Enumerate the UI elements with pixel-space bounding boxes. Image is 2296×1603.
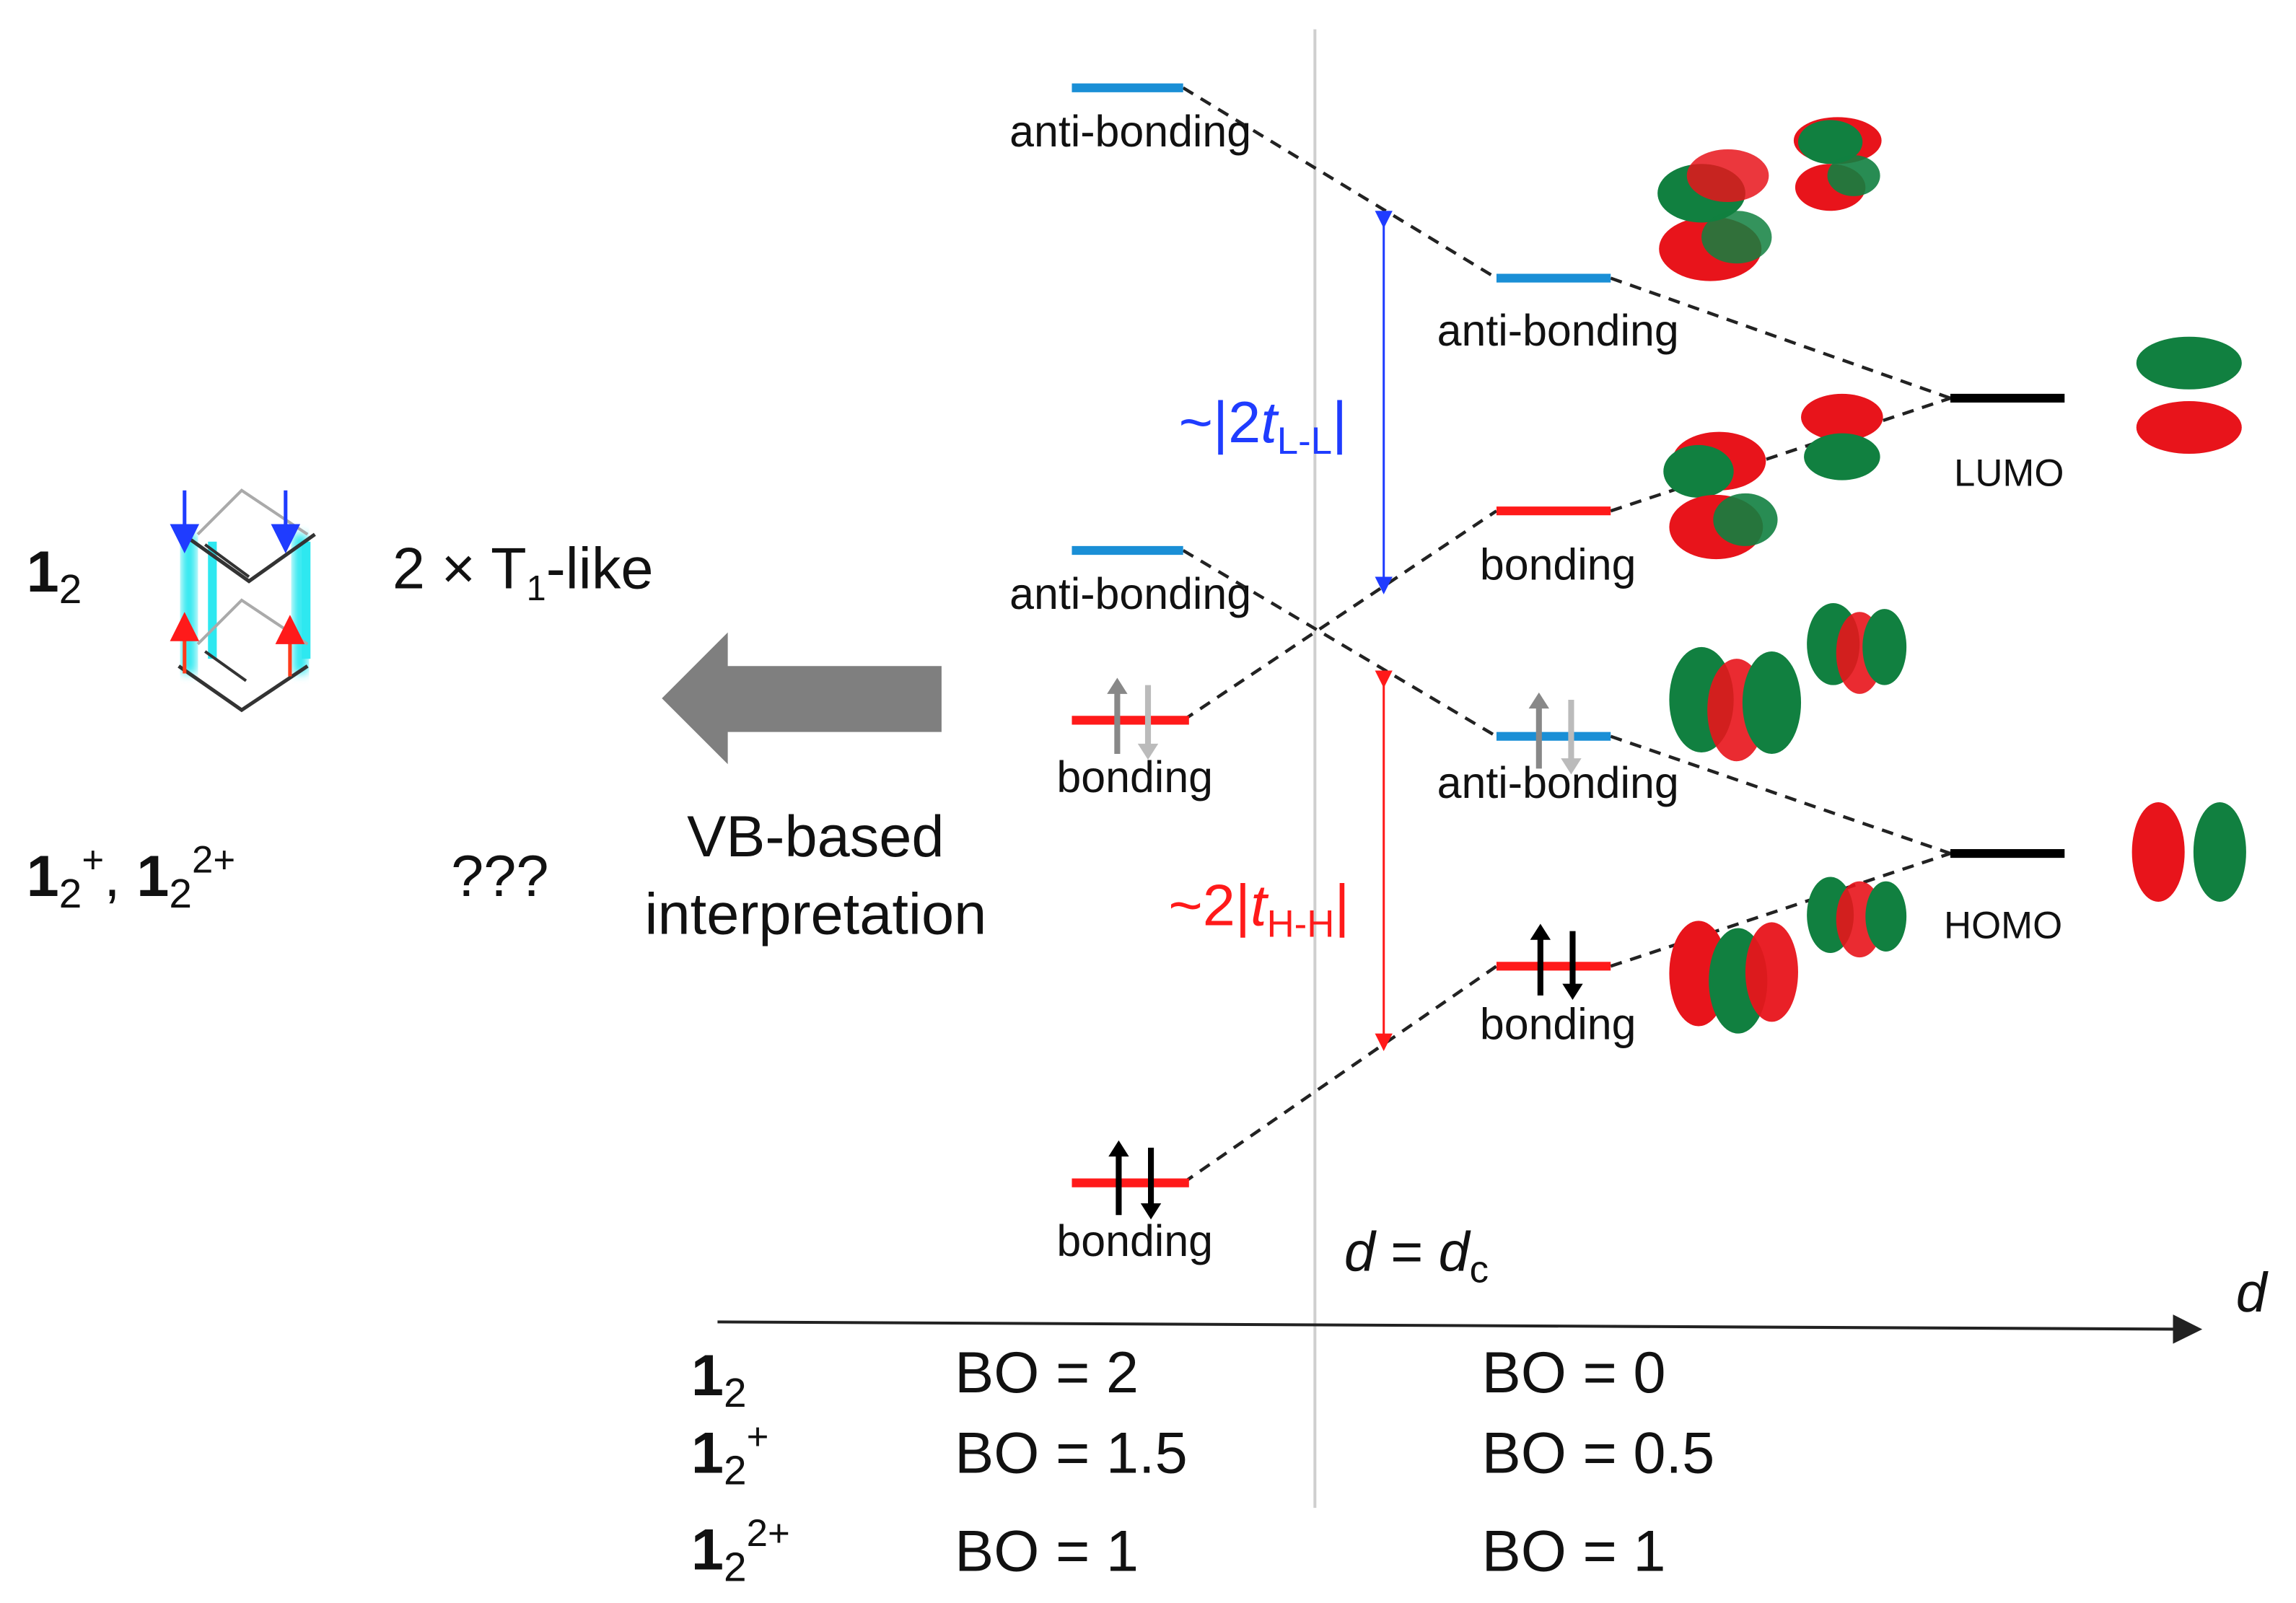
svg-text:anti-bonding: anti-bonding xyxy=(1009,107,1251,156)
lumo-splitting-arrow: ~|2tL-L| xyxy=(1179,211,1393,594)
svg-text:BO = 2: BO = 2 xyxy=(955,1340,1139,1405)
svg-text:BO = 1.5: BO = 1.5 xyxy=(955,1420,1188,1485)
bond-order-row: 12+ BO = 1.5 BO = 0.5 xyxy=(691,1415,1714,1494)
svg-text:bonding: bonding xyxy=(1056,752,1213,802)
svg-text:bonding: bonding xyxy=(1056,1216,1213,1265)
svg-text:~|2tL-L|: ~|2tL-L| xyxy=(1179,390,1348,462)
middle-level-bonding-2: bonding xyxy=(1480,923,1636,1049)
distance-axis xyxy=(717,1314,2203,1344)
middle-level-antibonding-2: anti-bonding xyxy=(1437,692,1679,807)
svg-text:12+: 12+ xyxy=(691,1415,769,1494)
svg-text:anti-bonding: anti-bonding xyxy=(1009,569,1251,618)
arrow-caption-line2: interpretation xyxy=(645,882,987,947)
homo-splitting-arrow: ~2|tH-H| xyxy=(1168,670,1393,1051)
svg-text:anti-bonding: anti-bonding xyxy=(1437,306,1679,355)
svg-text:12: 12 xyxy=(691,1343,747,1416)
arrow-caption-line1: VB-based xyxy=(687,804,944,869)
left-level-bonding-1: bonding xyxy=(1056,677,1213,802)
correlation-lines xyxy=(1182,86,1951,1185)
left-level-bonding-2: bonding xyxy=(1056,1140,1213,1265)
level-homo: HOMO xyxy=(1944,848,2065,947)
critical-distance-label: d = dc xyxy=(1344,1221,1489,1291)
svg-text:122+: 122+ xyxy=(691,1512,790,1591)
middle-level-antibonding-1: anti-bonding xyxy=(1437,273,1679,355)
middle-level-bonding-1: bonding xyxy=(1480,506,1636,589)
svg-text:LUMO: LUMO xyxy=(1954,452,2064,495)
bond-order-row: 12 BO = 2 BO = 0 xyxy=(691,1340,1666,1416)
orbital-lumo-image xyxy=(2136,336,2242,454)
svg-text:BO = 0.5: BO = 0.5 xyxy=(1482,1420,1715,1485)
svg-text:BO = 0: BO = 0 xyxy=(1482,1340,1666,1405)
svg-text:anti-bonding: anti-bonding xyxy=(1437,758,1679,807)
svg-text:bonding: bonding xyxy=(1480,540,1636,589)
svg-text:BO = 1: BO = 1 xyxy=(955,1519,1139,1584)
bond-order-row: 122+ BO = 1 BO = 1 xyxy=(691,1512,1666,1591)
orbital-homo-image xyxy=(2131,802,2246,902)
orbital-bonding-homo-image xyxy=(1669,877,1907,1034)
species-2-description: ??? xyxy=(451,844,548,909)
big-left-arrow-icon xyxy=(662,632,942,765)
species-1-label: 12 xyxy=(27,540,82,612)
orbital-antibonding-lumo-image xyxy=(1657,117,1882,281)
axis-label: d xyxy=(2236,1262,2269,1324)
species-1-description: 2 × T1-like xyxy=(393,537,654,608)
species-2-label: 12+, 122+ xyxy=(27,838,236,917)
orbital-antibonding-homo-image xyxy=(1669,603,1907,762)
level-lumo: LUMO xyxy=(1950,393,2065,495)
svg-text:~2|tH-H|: ~2|tH-H| xyxy=(1168,873,1349,945)
svg-text:HOMO: HOMO xyxy=(1944,905,2062,947)
left-level-antibonding-2: anti-bonding xyxy=(1009,545,1251,618)
dimer-structure-icon xyxy=(170,488,316,713)
svg-text:BO = 1: BO = 1 xyxy=(1482,1519,1666,1584)
orbital-bonding-lumo-image xyxy=(1663,393,1883,560)
left-level-antibonding-1: anti-bonding xyxy=(1009,83,1251,156)
svg-text:bonding: bonding xyxy=(1480,1000,1636,1049)
